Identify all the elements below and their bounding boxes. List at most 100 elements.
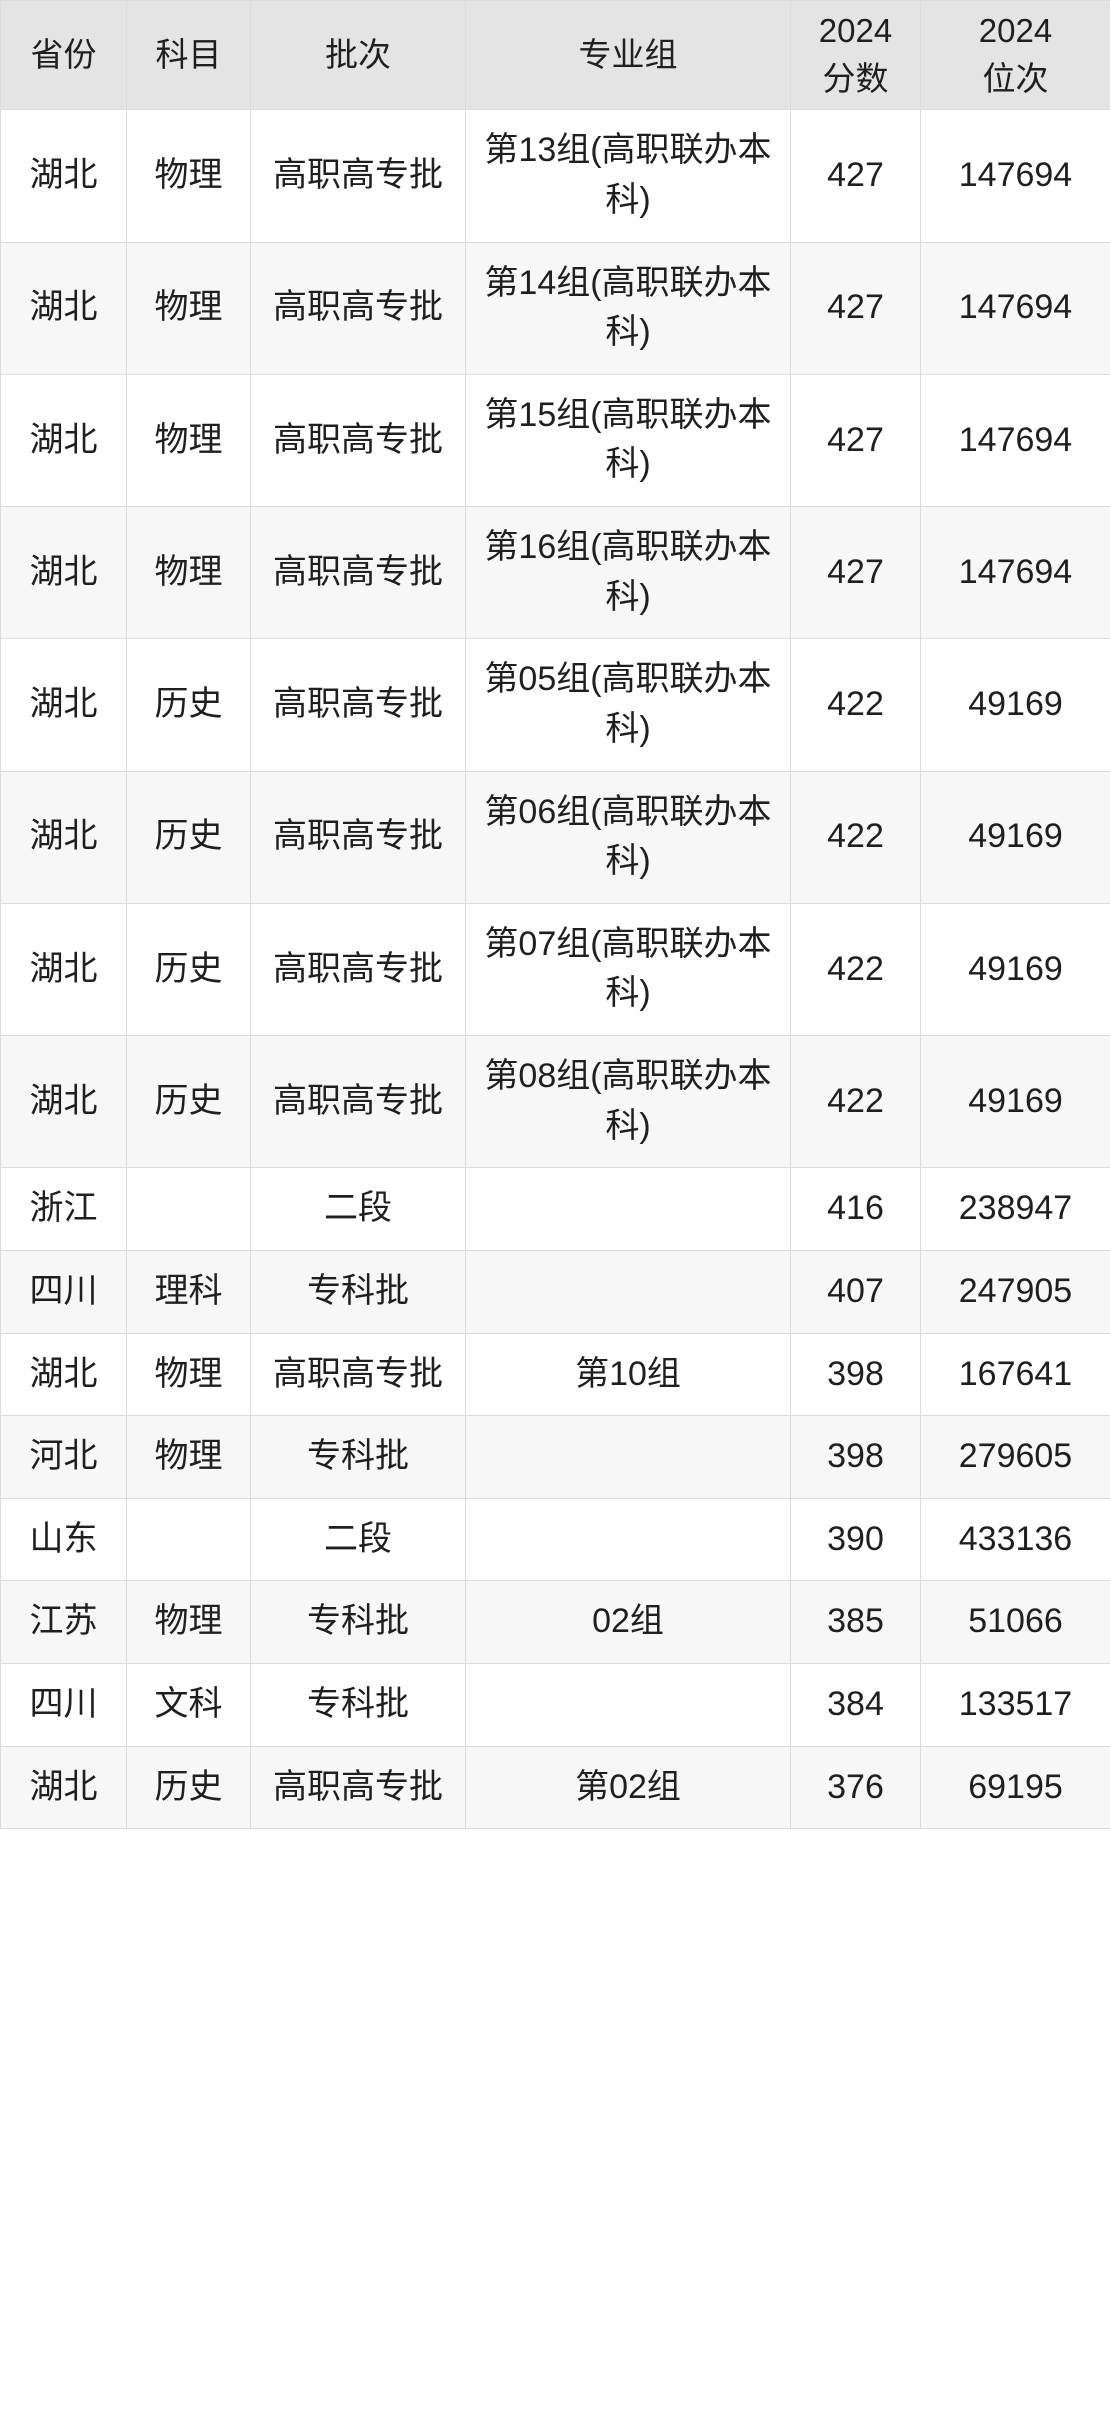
column-header-rank-year: 2024 xyxy=(978,12,1053,49)
cell-province: 浙江 xyxy=(0,1167,127,1251)
table-body: 湖北 物理 高职高专批 第13组(高职联办本科) 427 147694 湖北 物理 高职高专批第… xyxy=(0,109,1110,1830)
table-row: 湖北 历史 高职高专批 第05组(高职联办本科) 422 49169 xyxy=(0,638,1110,772)
cell-group: 第16组(高职联办本科) xyxy=(465,506,791,640)
header-row: 省份 科目 批次 专业组 2024 分数 2024 位次 xyxy=(0,0,1110,111)
cell-subject: 历史 xyxy=(126,1035,251,1169)
cell-rank: 147694 xyxy=(920,373,1110,508)
cell-subject: 物理 xyxy=(126,241,251,375)
cell-group: 第15组(高职联办本科) xyxy=(465,373,791,508)
cell-group xyxy=(465,1249,791,1334)
cell-subject: 历史 xyxy=(126,770,251,904)
cell-subject: 物理 xyxy=(126,1415,251,1499)
cell-score: 427 xyxy=(790,109,921,243)
cell-batch: 专科批 xyxy=(250,1415,466,1499)
cell-score: 385 xyxy=(790,1580,921,1665)
column-header-score-year: 2024 xyxy=(818,12,893,49)
cell-rank: 49169 xyxy=(920,638,1110,772)
cell-score: 390 xyxy=(790,1497,921,1582)
table-row: 湖北 物理 高职高专批 第14组(高职联办本科) 427 147694 xyxy=(0,241,1110,375)
cell-rank: 247905 xyxy=(920,1249,1110,1334)
cell-score: 422 xyxy=(790,638,921,772)
cell-batch: 高职高专批 xyxy=(250,109,466,243)
cell-rank: 49169 xyxy=(920,902,1110,1037)
cell-batch: 高职高专批 xyxy=(250,770,466,904)
cell-rank: 49169 xyxy=(920,770,1110,904)
cell-batch: 高职高专批 xyxy=(250,638,466,772)
cell-batch: 二段 xyxy=(250,1497,466,1582)
cell-subject: 历史 xyxy=(126,638,251,772)
cell-province: 山东 xyxy=(0,1497,127,1582)
cell-batch: 高职高专批 xyxy=(250,506,466,640)
table-row: 湖北 历史 高职高专批 第02组 376 69195 xyxy=(0,1745,1110,1830)
cell-group: 02组 xyxy=(465,1580,791,1665)
cell-province: 四川 xyxy=(0,1249,127,1334)
column-header-score-text: 分数 xyxy=(822,60,889,98)
cell-rank: 433136 xyxy=(920,1497,1110,1582)
cell-subject: 物理 xyxy=(126,1332,251,1417)
cell-score: 398 xyxy=(790,1415,921,1499)
cell-score: 427 xyxy=(790,506,921,640)
cell-province: 河北 xyxy=(0,1415,127,1499)
cell-rank: 49169 xyxy=(920,1035,1110,1169)
cell-score: 376 xyxy=(790,1745,921,1830)
column-header-group: 专业组 xyxy=(465,0,791,111)
cell-province: 湖北 xyxy=(0,638,127,772)
cell-group xyxy=(465,1167,791,1251)
cell-subject: 物理 xyxy=(126,373,251,508)
cell-rank: 133517 xyxy=(920,1663,1110,1747)
cell-score: 416 xyxy=(790,1167,921,1251)
cell-batch: 高职高专批 xyxy=(250,241,466,375)
cell-province: 湖北 xyxy=(0,1332,127,1417)
cell-province: 四川 xyxy=(0,1663,127,1747)
cell-group: 第13组(高职联办本科) xyxy=(465,109,791,243)
cell-batch: 高职高专批 xyxy=(250,373,466,508)
cell-subject: 历史 xyxy=(126,902,251,1037)
cell-batch: 高职高专批 xyxy=(250,1035,466,1169)
cell-batch: 高职高专批 xyxy=(250,1332,466,1417)
cell-group xyxy=(465,1415,791,1499)
cell-subject xyxy=(126,1167,251,1251)
cell-rank: 147694 xyxy=(920,241,1110,375)
cell-score: 422 xyxy=(790,902,921,1037)
cell-batch: 专科批 xyxy=(250,1663,466,1747)
column-header-province: 省份 xyxy=(0,0,127,111)
cell-score: 422 xyxy=(790,770,921,904)
cell-group: 第06组(高职联办本科) xyxy=(465,770,791,904)
cell-subject: 文科 xyxy=(126,1663,251,1747)
cell-batch: 高职高专批 xyxy=(250,1745,466,1830)
cell-province: 湖北 xyxy=(0,506,127,640)
cell-province: 湖北 xyxy=(0,241,127,375)
cell-province: 湖北 xyxy=(0,902,127,1037)
cell-group: 第05组(高职联办本科) xyxy=(465,638,791,772)
column-header-subject: 科目 xyxy=(126,0,251,111)
cell-subject: 历史 xyxy=(126,1745,251,1830)
cell-province: 湖北 xyxy=(0,1745,127,1830)
cell-batch: 二段 xyxy=(250,1167,466,1251)
cell-subject xyxy=(126,1497,251,1582)
cell-batch: 专科批 xyxy=(250,1249,466,1334)
cell-rank: 51066 xyxy=(920,1580,1110,1665)
cell-subject: 物理 xyxy=(126,506,251,640)
cell-score: 427 xyxy=(790,373,921,508)
column-header-batch: 批次 xyxy=(250,0,466,111)
cell-subject: 理科 xyxy=(126,1249,251,1334)
cell-score: 427 xyxy=(790,241,921,375)
cell-score: 422 xyxy=(790,1035,921,1169)
cell-province: 湖北 xyxy=(0,373,127,508)
table-row: 四川 文科 专科批 384 133517 xyxy=(0,1663,1110,1747)
table-row: 湖北 物理 高职高专批 第10组 398 167641 xyxy=(0,1332,1110,1417)
cell-rank: 167641 xyxy=(920,1332,1110,1417)
table-row: 湖北 历史 高职高专批 第08组(高职联办本科) 422 49169 xyxy=(0,1035,1110,1169)
cell-group: 第07组(高职联办本科) xyxy=(465,902,791,1037)
table-row: 湖北 物理 高职高专批 第16组(高职联办本科) 427 147694 xyxy=(0,506,1110,640)
table-row: 湖北 历史 高职高专批 第07组(高职联办本科) 422 49169 xyxy=(0,902,1110,1037)
cell-group: 第08组(高职联办本科) xyxy=(465,1035,791,1169)
table-row: 山东 二段 390 433136 xyxy=(0,1497,1110,1582)
cell-province: 湖北 xyxy=(0,1035,127,1169)
table-row: 湖北 物理 高职高专批 第15组(高职联办本科) 427 147694 xyxy=(0,373,1110,508)
table-row: 四川 理科 专科批 407 247905 xyxy=(0,1249,1110,1334)
cell-score: 384 xyxy=(790,1663,921,1747)
cell-rank: 279605 xyxy=(920,1415,1110,1499)
cell-province: 江苏 xyxy=(0,1580,127,1665)
cell-batch: 高职高专批 xyxy=(250,902,466,1037)
